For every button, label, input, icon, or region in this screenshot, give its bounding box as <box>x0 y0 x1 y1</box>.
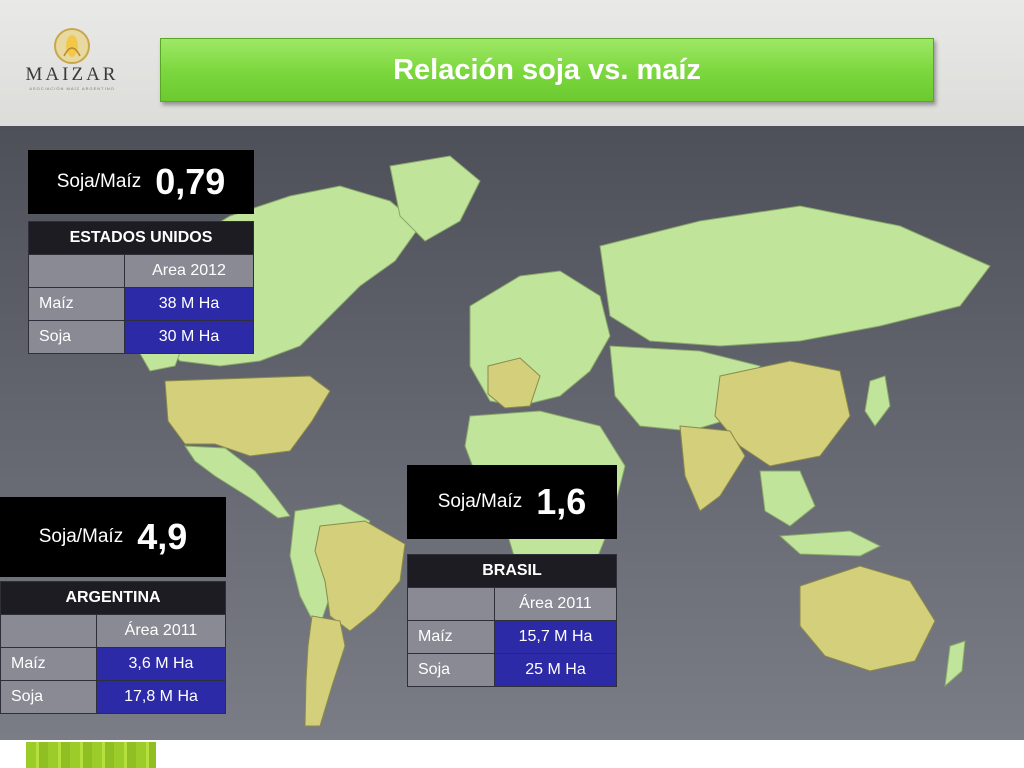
usa-country-name: ESTADOS UNIDOS <box>28 221 254 255</box>
table-row: Maíz 38 M Ha <box>28 287 254 321</box>
region-india <box>679 425 746 512</box>
table-row: ESTADOS UNIDOS <box>28 221 254 255</box>
table-row: Maíz 3,6 M Ha <box>0 647 226 681</box>
argentina-table: ARGENTINA Área 2011 Maíz 3,6 M Ha Soja 1… <box>0 581 226 714</box>
table-row: Area 2012 <box>28 254 254 288</box>
logo-wordmark: MAIZAR <box>25 64 119 85</box>
brasil-row-value: 15,7 M Ha <box>494 620 617 654</box>
table-row: Soja 25 M Ha <box>407 653 617 687</box>
brasil-blank-cell <box>407 587 495 621</box>
usa-ratio-value: 0,79 <box>155 161 226 202</box>
footer-decoration <box>26 742 156 768</box>
region-mexico <box>184 445 291 519</box>
region-australia <box>799 565 936 672</box>
region-china <box>714 360 851 467</box>
table-row: BRASIL <box>407 554 617 588</box>
title-banner: Relación soja vs. maíz <box>160 38 934 102</box>
brasil-row-label: Maíz <box>407 620 495 654</box>
region-new-zealand <box>944 640 966 688</box>
region-japan <box>864 375 891 427</box>
world-map-graphic <box>129 155 991 727</box>
brasil-row-value: 25 M Ha <box>494 653 617 687</box>
brasil-col-header: Área 2011 <box>494 587 617 621</box>
region-argentina <box>304 615 346 727</box>
table-row: Área 2011 <box>407 587 617 621</box>
argentina-ratio-box: Soja/Maíz 4,9 <box>0 497 226 577</box>
slide-header: MAIZAR ASOCIACIÓN MAÍZ ARGENTINO Relació… <box>0 0 1024 126</box>
corn-emblem-icon <box>54 28 90 64</box>
table-row: Soja 30 M Ha <box>28 320 254 354</box>
usa-row-value: 30 M Ha <box>124 320 254 354</box>
usa-blank-cell <box>28 254 125 288</box>
maizar-logo: MAIZAR ASOCIACIÓN MAÍZ ARGENTINO <box>20 26 124 98</box>
argentina-col-header: Área 2011 <box>96 614 226 648</box>
brasil-table: BRASIL Área 2011 Maíz 15,7 M Ha Soja 25 … <box>407 554 617 687</box>
region-greenland <box>389 155 481 242</box>
argentina-row-value: 3,6 M Ha <box>96 647 226 681</box>
footer-strip <box>0 740 1024 768</box>
argentina-row-value: 17,8 M Ha <box>96 680 226 714</box>
argentina-row-label: Maíz <box>0 647 97 681</box>
region-indonesia <box>778 530 882 557</box>
argentina-country-name: ARGENTINA <box>0 581 226 615</box>
usa-row-label: Maíz <box>28 287 125 321</box>
region-brazil <box>314 520 406 632</box>
logo-subtitle: ASOCIACIÓN MAÍZ ARGENTINO <box>29 86 115 91</box>
brasil-row-label: Soja <box>407 653 495 687</box>
argentina-row-label: Soja <box>0 680 97 714</box>
brasil-ratio-value: 1,6 <box>536 481 587 522</box>
argentina-ratio-label: Soja/Maíz <box>38 526 124 547</box>
brasil-ratio-box: Soja/Maíz 1,6 <box>407 465 617 539</box>
usa-row-label: Soja <box>28 320 125 354</box>
table-row: Soja 17,8 M Ha <box>0 680 226 714</box>
usa-ratio-label: Soja/Maíz <box>56 171 142 192</box>
argentina-blank-cell <box>0 614 97 648</box>
region-usa <box>164 375 331 457</box>
argentina-ratio-value: 4,9 <box>137 516 188 557</box>
region-europe-highlight <box>487 357 541 409</box>
region-southeast-asia <box>759 470 816 527</box>
usa-table: ESTADOS UNIDOS Area 2012 Maíz 38 M Ha So… <box>28 221 254 354</box>
brasil-country-name: BRASIL <box>407 554 617 588</box>
table-row: Maíz 15,7 M Ha <box>407 620 617 654</box>
table-row: Área 2011 <box>0 614 226 648</box>
usa-col-header: Area 2012 <box>124 254 254 288</box>
region-russia <box>599 205 991 347</box>
page-title: Relación soja vs. maíz <box>393 53 701 86</box>
brasil-ratio-label: Soja/Maíz <box>437 491 523 512</box>
usa-ratio-box: Soja/Maíz 0,79 <box>28 150 254 214</box>
usa-row-value: 38 M Ha <box>124 287 254 321</box>
table-row: ARGENTINA <box>0 581 226 615</box>
